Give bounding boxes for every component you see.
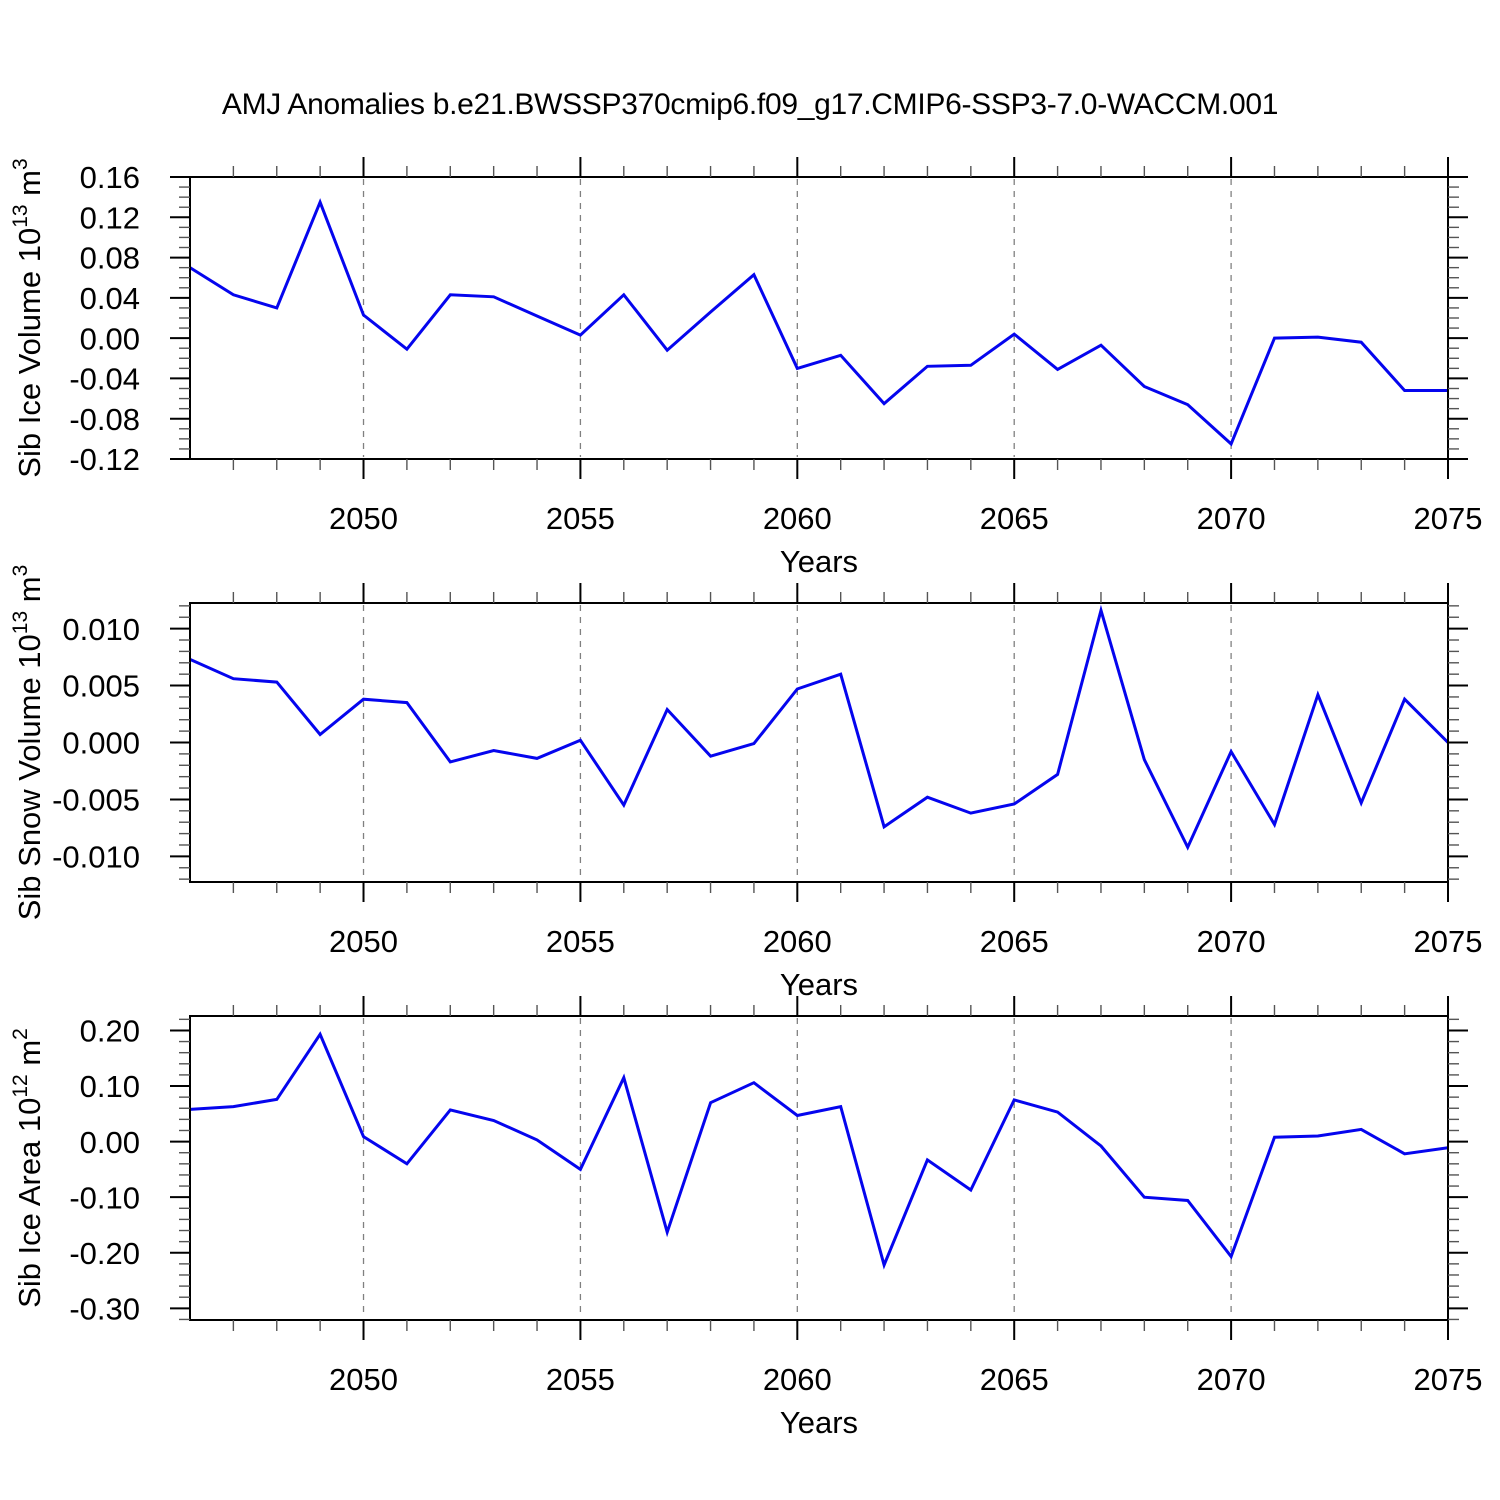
sib-ice-area-ytick-label: 0.10 bbox=[80, 1069, 140, 1104]
sib-snow-volume-frame bbox=[189, 602, 1449, 883]
sib-snow-volume-xtick-label: 2050 bbox=[329, 924, 398, 959]
sib-ice-volume-xaxis-title: Years bbox=[780, 544, 858, 579]
sib-ice-area-ytick-label: -0.10 bbox=[69, 1180, 140, 1215]
sib-ice-area-ytick-label: 0.20 bbox=[80, 1014, 140, 1049]
sib-ice-volume-xtick-label: 2065 bbox=[980, 501, 1049, 536]
sib-snow-volume-ytick-labels: 0.010 0.005 0.000 -0.005 -0.010 bbox=[52, 612, 140, 875]
sib-ice-volume-ticks bbox=[170, 157, 1468, 479]
sib-ice-area-ytick-label: 0.00 bbox=[80, 1125, 140, 1160]
sib-snow-volume-xtick-label: 2065 bbox=[980, 924, 1049, 959]
sib-ice-volume-gridlines bbox=[362, 179, 1232, 457]
figure-title: AMJ Anomalies b.e21.BWSSP370cmip6.f09_g1… bbox=[221, 88, 1279, 121]
sib-snow-volume-ytick-label: 0.005 bbox=[62, 669, 140, 704]
sib-ice-area-ytick-label: -0.20 bbox=[69, 1236, 140, 1271]
sib-ice-area-xtick-label: 2075 bbox=[1414, 1362, 1483, 1397]
sib-ice-volume-xtick-label: 2075 bbox=[1414, 501, 1483, 536]
sib-ice-volume-ytick-label: 0.04 bbox=[80, 281, 140, 316]
sib-ice-volume-ytick-label: 0.16 bbox=[80, 160, 140, 195]
sib-ice-area-xtick-label: 2050 bbox=[329, 1362, 398, 1397]
sib-ice-area-xaxis-title: Years bbox=[780, 1405, 858, 1440]
sib-ice-volume-ytick-labels: 0.16 0.12 0.08 0.04 0.00 -0.04 -0.08 -0.12 bbox=[69, 160, 140, 477]
sib-ice-volume-xtick-label: 2055 bbox=[546, 501, 615, 536]
sib-ice-volume-xtick-labels: 2050 2055 2060 2065 2070 2075 bbox=[329, 501, 1482, 536]
sib-snow-volume-xtick-labels: 2050 2055 2060 2065 2070 2075 bbox=[329, 924, 1482, 959]
sib-ice-area-xtick-label: 2060 bbox=[763, 1362, 832, 1397]
sib-ice-area-xtick-labels: 2050 2055 2060 2065 2070 2075 bbox=[329, 1362, 1482, 1397]
sib-snow-volume-ticks bbox=[170, 583, 1468, 902]
sib-ice-volume-yaxis-title: Sib Ice Volume 1013 m3 bbox=[9, 158, 47, 477]
sib-snow-volume-xaxis-title: Years bbox=[780, 967, 858, 1002]
sib-ice-area-frame bbox=[189, 1015, 1449, 1321]
sib-ice-volume-ytick-label: 0.12 bbox=[80, 200, 140, 235]
sib-snow-volume-ytick-label: -0.005 bbox=[52, 783, 140, 818]
sib-snow-volume-xtick-label: 2075 bbox=[1414, 924, 1483, 959]
sib-snow-volume-xtick-label: 2060 bbox=[763, 924, 832, 959]
sib-ice-volume-line bbox=[190, 198, 1448, 447]
sib-ice-volume-ytick-label: 0.08 bbox=[80, 241, 140, 276]
sib-snow-volume-ytick-label: 0.000 bbox=[62, 726, 140, 761]
sib-snow-volume-ytick-label: -0.010 bbox=[52, 840, 140, 875]
sib-snow-volume-gridlines bbox=[362, 605, 1232, 880]
sib-ice-volume-ytick-label: -0.08 bbox=[69, 402, 140, 437]
sib-snow-volume-line bbox=[190, 604, 1448, 851]
sib-snow-volume-xtick-label: 2070 bbox=[1197, 924, 1266, 959]
sib-ice-area-yaxis-title: Sib Ice Area 1012 m2 bbox=[9, 1028, 47, 1308]
sib-ice-volume-ytick-label: -0.12 bbox=[69, 442, 140, 477]
sib-ice-area-ytick-labels: 0.20 0.10 0.00 -0.10 -0.20 -0.30 bbox=[69, 1014, 140, 1327]
sib-ice-area-xtick-label: 2055 bbox=[546, 1362, 615, 1397]
sib-ice-area-xtick-label: 2065 bbox=[980, 1362, 1049, 1397]
sib-snow-volume-xtick-label: 2055 bbox=[546, 924, 615, 959]
sib-ice-volume-xtick-label: 2060 bbox=[763, 501, 832, 536]
sib-ice-volume-ytick-label: -0.04 bbox=[69, 362, 140, 397]
sib-snow-volume-yaxis-title: Sib Snow Volume 1013 m3 bbox=[9, 565, 47, 921]
sib-ice-area-xtick-label: 2070 bbox=[1197, 1362, 1266, 1397]
sib-snow-volume-ytick-label: 0.010 bbox=[62, 612, 140, 647]
sib-ice-area-line bbox=[190, 1031, 1448, 1270]
sib-ice-volume-ytick-label: 0.00 bbox=[80, 321, 140, 356]
sib-ice-area-ticks bbox=[170, 996, 1468, 1340]
sib-ice-volume-xtick-label: 2050 bbox=[329, 501, 398, 536]
sib-ice-volume-frame bbox=[189, 176, 1449, 460]
sib-ice-volume-xtick-label: 2070 bbox=[1197, 501, 1266, 536]
sib-ice-area-ytick-label: -0.30 bbox=[69, 1291, 140, 1326]
sib-ice-area-gridlines bbox=[362, 1018, 1232, 1318]
